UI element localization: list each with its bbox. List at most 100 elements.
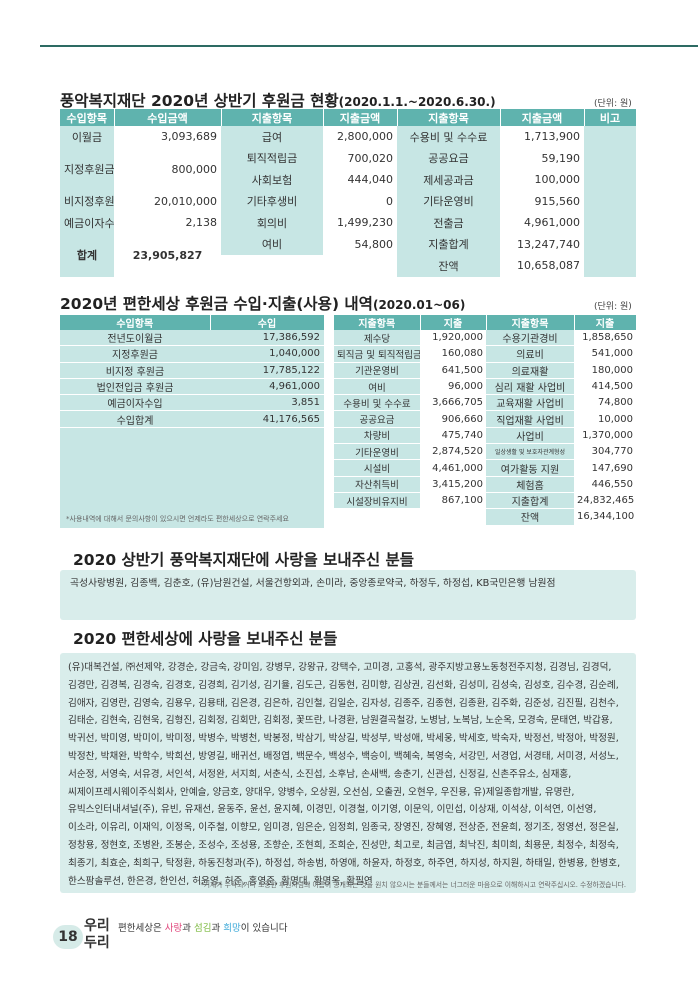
section3-donor-box: 곡성사랑병원, 김종백, 김춘호, (유)남원건설, 서울건항외과, 손미라, … xyxy=(60,570,636,620)
expense-item: 퇴직금 및 퇴직적립금 xyxy=(334,345,420,363)
brand-logo: 우리 두리 xyxy=(84,918,110,952)
table-row: 수용비 및 수수료 3,666,705 교육재활 사업비 74,800 xyxy=(334,394,636,412)
income-item: 비지정 후원금 xyxy=(60,362,210,379)
expense-amount-2: 10,658,087 xyxy=(517,259,580,273)
expense-item-2: 기타운영비 xyxy=(397,190,500,212)
expense-amount: 444,040 xyxy=(347,173,394,187)
section2-income-table: 수입항목 수입 전년도이월금 17,386,592 지정후원금 1,040,000 비지… xyxy=(60,315,325,428)
expense-amount: 475,740 xyxy=(420,427,486,445)
table-row: 합계 23,905,827 여비 54,800 지출합계 13,247,740 xyxy=(60,233,636,277)
income-item: 법인전입금 후원금 xyxy=(60,378,210,396)
expense-amount-2: 1,713,900 xyxy=(524,130,580,144)
expense-item: 자산취득비 xyxy=(334,476,420,493)
top-divider-line xyxy=(40,45,698,47)
page-number: 18 xyxy=(53,925,83,949)
section1-title: 풍악복지재단 2020년 상반기 후원금 현황(2020.1.1.~2020.6… xyxy=(60,92,496,110)
expense-amount-2: 147,690 xyxy=(574,459,636,477)
section4-donor-box: (유)대복건설, ㈜선제약, 강경순, 강금숙, 강미임, 강병무, 강왕규, … xyxy=(60,653,636,893)
remarks-cell xyxy=(584,190,636,212)
expense-item-2: 지출합계 xyxy=(397,233,500,255)
expense-item-2: 제세공과금 xyxy=(397,169,500,191)
table-row: 전년도이월금 17,386,592 xyxy=(60,330,324,347)
expense-item: 여비 xyxy=(221,233,323,255)
expense-amount: 641,500 xyxy=(420,362,486,379)
section1-period: (2020.1.1.~2020.6.30.) xyxy=(338,95,496,109)
expense-item: 기관운영비 xyxy=(334,362,420,379)
section2-note: *사용내역에 대해서 문의사항이 있으시면 언제라도 편한세상으로 연락주세요 xyxy=(66,515,289,523)
expense-item-2: 잔액 xyxy=(486,508,574,526)
section2-expense-table: 지출항목 지출 지출항목 지출 제수당 1,920,000 수용기관경비 1,858,… xyxy=(334,315,637,526)
expense-item: 회의비 xyxy=(221,212,323,234)
income-amount: 41,176,565 xyxy=(210,410,324,428)
expense-amount-2: 100,000 xyxy=(534,173,581,187)
income-item: 예금이자수입 xyxy=(60,212,114,234)
expense-item xyxy=(334,508,420,526)
section2-expense-panel: 지출항목 지출 지출항목 지출 제수당 1,920,000 수용기관경비 1,858,… xyxy=(334,315,637,526)
header-expense-amount: 지출금액 xyxy=(323,109,398,126)
expense-amount: 1,920,000 xyxy=(420,330,486,347)
income-header-item: 수입항목 xyxy=(60,315,211,330)
expense-header-amount-2: 지출 xyxy=(574,315,637,330)
table-row: 제수당 1,920,000 수용기관경비 1,858,650 xyxy=(334,330,636,347)
expense-item-2: 잔액 xyxy=(397,255,500,277)
income-amount: 3,093,689 xyxy=(161,130,217,144)
table-row: 수입합계 41,176,565 xyxy=(60,410,324,428)
income-amount: 17,386,592 xyxy=(210,330,324,347)
expense-item: 시설장비유지비 xyxy=(334,492,420,510)
table-row: 자산취득비 3,415,200 체험홈 446,550 xyxy=(334,476,636,493)
income-amount: 800,000 xyxy=(171,162,218,176)
expense-amount-2: 1,858,650 xyxy=(574,330,636,347)
remarks-cell xyxy=(584,255,636,277)
expense-amount-2: 16,344,100 xyxy=(574,508,636,526)
section2-period: (2020.01~06) xyxy=(372,298,466,312)
tagline-service: 섬김 xyxy=(193,923,212,934)
expense-item: 여비 xyxy=(334,378,420,396)
brand-line2: 두리 xyxy=(84,935,110,951)
expense-item-2: 심리 재활 사업비 xyxy=(486,378,574,396)
table-row: 잔액 10,658,087 xyxy=(60,255,636,277)
income-total-amount: 23,905,827 xyxy=(132,248,203,262)
expense-amount-2: 10,000 xyxy=(574,410,636,428)
expense-item-2: 공공요금 xyxy=(397,147,500,169)
expense-amount: 0 xyxy=(386,194,393,208)
expense-item: 퇴직적립금 xyxy=(221,147,323,169)
income-amount: 4,961,000 xyxy=(210,378,324,396)
section1-unit: (단위: 원) xyxy=(594,99,632,109)
expense-item-2: 일상생활 및 보호자관계형성 xyxy=(486,443,574,461)
expense-amount: 867,100 xyxy=(420,492,486,510)
expense-item-2: 지출합계 xyxy=(486,492,574,510)
expense-item: 차량비 xyxy=(334,427,420,445)
expense-amount-2: 541,000 xyxy=(574,345,636,363)
expense-amount-2: 74,800 xyxy=(574,394,636,412)
section2-title: 2020년 편한세상 후원금 수입·지출(사용) 내역(2020.01~06) xyxy=(60,295,466,313)
income-item: 전년도이월금 xyxy=(60,330,210,347)
table-row: 시설비 4,461,000 여가활동 지원 147,690 xyxy=(334,459,636,477)
income-amount: 1,040,000 xyxy=(210,345,324,363)
expense-amount: 700,020 xyxy=(347,151,394,165)
income-total-label: 합계 xyxy=(60,233,114,277)
expense-item: 기타운영비 xyxy=(334,443,420,461)
expense-item-2: 전출금 xyxy=(397,212,500,234)
income-amount: 20,010,000 xyxy=(154,194,217,208)
header-remarks: 비고 xyxy=(584,109,637,126)
expense-amount: 1,499,230 xyxy=(337,216,393,230)
expense-item: 사회보험 xyxy=(221,169,323,191)
expense-amount: 906,660 xyxy=(420,410,486,428)
expense-item-2: 수용비 및 수수료 xyxy=(397,126,500,148)
expense-amount: 54,800 xyxy=(354,237,394,251)
table-row: 기관운영비 641,500 의료재활 180,000 xyxy=(334,362,636,379)
table-row: 비지정 후원금 17,785,122 xyxy=(60,362,324,379)
expense-amount-2: 304,770 xyxy=(574,443,636,461)
expense-amount: 4,461,000 xyxy=(420,459,486,477)
expense-amount: 3,666,705 xyxy=(420,394,486,412)
table-row: 지정후원금 1,040,000 xyxy=(60,345,324,363)
expense-amount-2: 180,000 xyxy=(574,362,636,379)
expense-amount-2: 59,190 xyxy=(541,151,581,165)
expense-amount-2: 4,961,000 xyxy=(524,216,580,230)
remarks-cell xyxy=(584,126,636,148)
expense-amount: 2,874,520 xyxy=(420,443,486,461)
income-item: 수입합계 xyxy=(60,410,210,428)
section4-donor-list: (유)대복건설, ㈜선제약, 강경순, 강금숙, 강미임, 강병무, 강왕규, … xyxy=(68,662,621,887)
expense-amount-2: 13,247,740 xyxy=(517,237,580,251)
